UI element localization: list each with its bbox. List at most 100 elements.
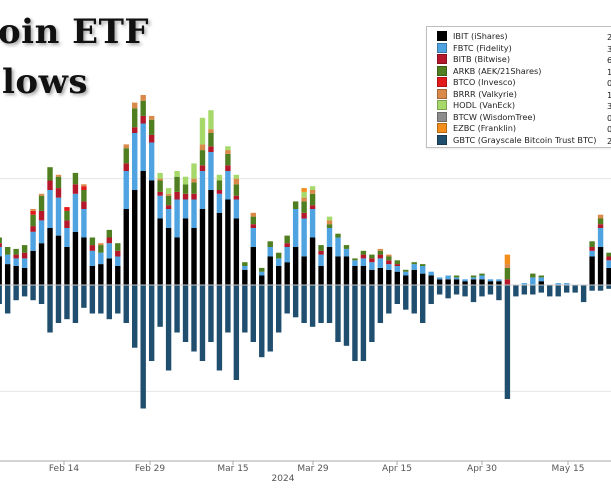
bar-segment — [267, 285, 273, 352]
bar-segment — [386, 260, 392, 265]
bar-segment — [72, 184, 79, 194]
bar-segment — [377, 254, 384, 259]
legend-item: BTCO (Invesco) — [437, 77, 516, 87]
bar-segment — [216, 190, 223, 194]
chart-title-line1: oin ETF — [0, 12, 150, 52]
bar-segment — [462, 285, 468, 297]
bar-segment — [115, 285, 121, 314]
bar-segment — [309, 285, 316, 327]
bar-segment — [55, 188, 62, 198]
bar-segment — [445, 275, 451, 280]
bar-segment — [106, 285, 113, 320]
bar-segment — [326, 224, 333, 228]
legend-swatch — [437, 123, 447, 133]
bar-segment — [233, 174, 240, 179]
bar-segment — [326, 285, 333, 323]
bar-segment — [360, 250, 367, 255]
bar-segment — [21, 267, 28, 285]
bar-segment — [242, 266, 248, 270]
bar-segment — [606, 256, 611, 261]
bar-segment — [174, 191, 180, 200]
bar-segment — [453, 285, 460, 295]
legend-item: EZBC (Franklin) — [437, 123, 516, 133]
bars-group — [0, 95, 611, 409]
bar-segment — [132, 127, 138, 133]
bar-segment — [250, 212, 256, 217]
bar-segment — [335, 237, 341, 257]
bar-segment — [352, 258, 358, 261]
bar-segment — [191, 199, 197, 228]
bar-segment — [589, 256, 595, 285]
bar-segment — [250, 228, 256, 247]
bar-segment — [199, 209, 206, 285]
bar-segment — [30, 226, 36, 232]
legend-value: 0 — [607, 78, 611, 88]
bar-segment — [225, 153, 231, 166]
bar-segment — [513, 285, 519, 297]
x-tick-label: Apr 15 — [382, 464, 412, 474]
bar-segment — [470, 279, 477, 285]
bar-segment — [89, 245, 96, 251]
bar-segment — [445, 279, 451, 285]
bar-segment — [72, 285, 79, 323]
bar-segment — [318, 250, 324, 255]
bar-segment — [343, 245, 350, 249]
bar-segment — [504, 264, 511, 268]
bar-segment — [106, 229, 113, 238]
bar-segment — [140, 95, 146, 101]
bar-segment — [157, 191, 163, 196]
bar-segment — [98, 245, 104, 253]
bar-segment — [360, 285, 367, 361]
bar-segment — [123, 148, 129, 164]
legend-value: 1 — [607, 89, 611, 100]
bar-segment — [208, 152, 214, 190]
legend-label: GBTC (Grayscale Bitcoin Trust BTC) — [453, 134, 597, 145]
legend-value: 1 — [607, 66, 611, 77]
bar-segment — [496, 281, 502, 285]
bar-segment — [589, 247, 595, 251]
bar-segment — [174, 171, 180, 177]
bar-segment — [47, 228, 53, 285]
bar-segment — [530, 273, 536, 278]
bar-segment — [267, 256, 273, 285]
bar-segment — [259, 275, 265, 285]
bar-segment — [13, 266, 19, 285]
bar-segment — [343, 285, 350, 346]
bar-segment — [174, 176, 180, 192]
bar-segment — [216, 180, 223, 190]
bar-segment — [13, 254, 19, 259]
bar-segment — [242, 269, 248, 285]
bar-segment — [30, 231, 36, 251]
bar-segment — [487, 285, 494, 295]
bar-segment — [64, 210, 70, 221]
bar-segment — [606, 252, 611, 257]
bar-segment — [191, 228, 197, 285]
bar-segment — [123, 209, 129, 285]
bar-segment — [21, 285, 28, 297]
bar-segment — [394, 266, 400, 272]
bar-segment — [199, 165, 206, 171]
bar-segment — [81, 184, 87, 187]
bar-segment — [30, 285, 36, 301]
bar-segment — [547, 285, 553, 297]
bar-segment — [81, 237, 87, 285]
bar-segment — [191, 182, 197, 194]
bar-segment — [394, 271, 400, 285]
bar-segment — [538, 275, 544, 278]
bar-segment — [81, 285, 87, 308]
bar-segment — [284, 285, 290, 314]
bar-segment — [98, 252, 104, 265]
bar-segment — [0, 237, 2, 244]
bar-segment — [208, 129, 214, 133]
bar-segment — [182, 193, 189, 200]
legend-item: FBTC (Fidelity) — [437, 42, 512, 53]
bar-segment — [225, 285, 231, 333]
bar-segment — [479, 279, 485, 285]
bar-segment — [199, 171, 206, 209]
bar-segment — [453, 279, 460, 285]
bar-segment — [115, 256, 121, 266]
bar-segment — [326, 247, 333, 285]
bar-segment — [538, 281, 544, 285]
x-axis-year-label: 2024 — [271, 474, 295, 484]
bar-segment — [428, 275, 434, 285]
